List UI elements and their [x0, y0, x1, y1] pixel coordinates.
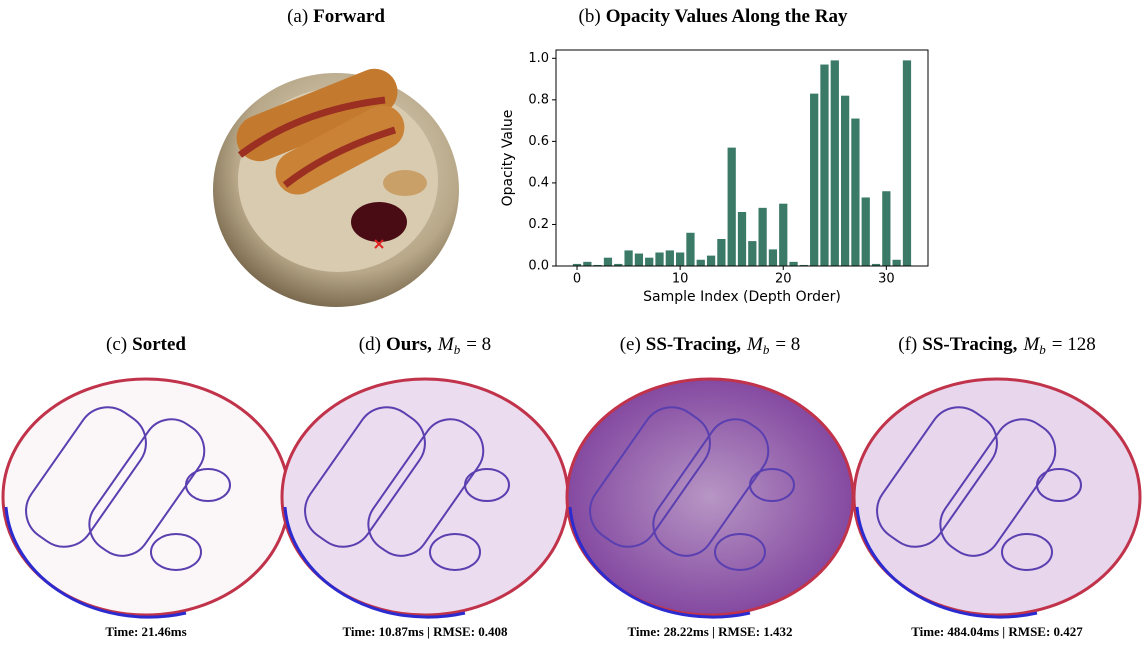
panel-title: (d)Ours,Mb = 8: [359, 334, 491, 357]
panel-name: SS-Tracing,: [922, 334, 1017, 355]
bar: [697, 260, 705, 266]
panel-label: (e): [620, 334, 641, 355]
bar: [604, 258, 612, 266]
bar: [686, 233, 694, 266]
y-axis-label: Opacity Value: [500, 110, 516, 207]
bar: [903, 60, 911, 266]
bar: [831, 60, 839, 266]
panel-name: Sorted: [132, 334, 186, 355]
panel-name: SS-Tracing,: [646, 334, 741, 355]
math-sub: b: [1039, 342, 1046, 357]
caption: Time: 21.46ms: [105, 624, 186, 639]
forward-render: [213, 62, 459, 307]
bar: [717, 239, 725, 266]
y-tick-label: 0.6: [528, 134, 549, 149]
bar: [758, 208, 766, 266]
bar: [624, 250, 632, 266]
panel-label: (c): [106, 334, 127, 355]
panel-label: (f): [898, 334, 917, 355]
bar: [851, 119, 859, 266]
panel-label: (d): [359, 334, 381, 355]
bar: [738, 212, 746, 266]
bar: [769, 249, 777, 266]
sorted-error-map: [3, 379, 289, 617]
caption: Time: 28.22ms | RMSE: 1.432: [627, 624, 792, 639]
bar: [645, 258, 653, 266]
math-var: M: [1022, 334, 1040, 355]
bar: [676, 253, 684, 267]
y-tick-label: 0.2: [528, 217, 549, 232]
bar: [666, 250, 674, 266]
bar: [707, 256, 715, 266]
bar: [882, 191, 890, 266]
bar: [789, 262, 797, 266]
bar: [728, 148, 736, 266]
x-axis-label: Sample Index (Depth Order): [643, 289, 841, 305]
caption: Time: 10.87ms | RMSE: 0.408: [342, 624, 508, 639]
panel-title: (f) SS-Tracing,Mb = 128: [898, 334, 1095, 357]
bar: [893, 260, 901, 266]
panel-title: (c)Sorted: [106, 334, 186, 355]
panel-title: (e)SS-Tracing,Mb = 8: [620, 334, 801, 357]
panel-label: (a): [287, 6, 308, 27]
ours-error-map: [282, 379, 568, 617]
figure: (a)Forward (c)Sorted Time: 21.46ms (d)Ours,…: [0, 0, 1142, 647]
bar: [583, 262, 591, 266]
math-sub: b: [454, 342, 461, 357]
caption: Time: 484.04ms | RMSE: 0.427: [911, 624, 1083, 639]
math-rhs: = 8: [775, 334, 800, 355]
panel-name: Forward: [313, 6, 385, 27]
panel-title: (a)Forward: [287, 6, 385, 27]
math-sub: b: [763, 342, 770, 357]
y-tick-label: 1.0: [528, 51, 549, 66]
y-tick-label: 0.4: [528, 175, 549, 190]
sstracing-8-error-map: [567, 379, 853, 617]
math-rhs: = 8: [466, 334, 491, 355]
bar: [748, 241, 756, 266]
chart-title-text: Opacity Values Along the Ray: [606, 6, 848, 27]
y-tick-label: 0.0: [528, 259, 549, 274]
x-tick-label: 10: [672, 272, 689, 287]
x-tick-label: 0: [573, 272, 581, 287]
y-tick-label: 0.8: [528, 92, 549, 107]
bar: [841, 96, 849, 266]
bar: [810, 94, 818, 266]
bar: [635, 254, 643, 266]
math-rhs: = 128: [1052, 334, 1096, 355]
bar: [820, 65, 828, 266]
panel-name: Ours,: [386, 334, 432, 355]
chart-title: (b)Opacity Values Along the Ray: [579, 6, 848, 27]
bar: [655, 253, 663, 267]
math-var: M: [746, 334, 764, 355]
math-var: M: [437, 334, 455, 355]
x-tick-label: 30: [878, 272, 895, 287]
sstracing-128-error-map: [854, 379, 1140, 617]
x-tick-label: 20: [775, 272, 792, 287]
bar: [779, 204, 787, 266]
panel-label: (b): [579, 6, 601, 27]
bar: [862, 197, 870, 266]
